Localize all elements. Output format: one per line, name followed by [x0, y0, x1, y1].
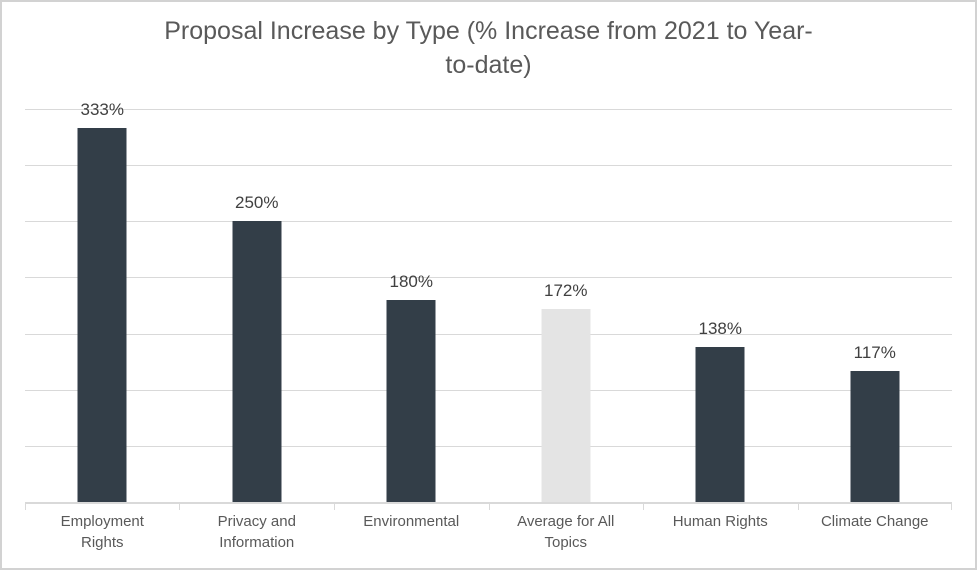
x-axis-tick: [333, 502, 335, 510]
x-axis-labels: Employment Rights Privacy and Information En…: [25, 511, 952, 553]
bar-value-label: 333%: [80, 100, 124, 119]
gridline-50: [25, 446, 952, 447]
bar: [232, 221, 282, 502]
bar: [541, 309, 591, 502]
x-axis-tick: [488, 502, 490, 510]
category-label: Climate Change: [820, 513, 929, 530]
category-label: Employment Rights: [60, 513, 144, 551]
gridline-150: [25, 334, 952, 335]
x-axis-tick: [951, 502, 952, 510]
bar-value-label: 172%: [544, 281, 588, 300]
bar-cell: 172%: [489, 109, 644, 502]
gridline-100: [25, 390, 952, 391]
chart-title-line-1: Proposal Increase by Type (% Increase fr…: [164, 17, 813, 45]
bar-cell: 138%: [643, 109, 798, 502]
bar: [386, 300, 436, 502]
bar-value-label: 138%: [698, 319, 742, 338]
gridline-250: [25, 221, 952, 222]
bar-cell: 250%: [180, 109, 335, 502]
category-label: Human Rights: [672, 513, 768, 530]
category-label: Average for All Topics: [517, 513, 615, 551]
x-axis-tick: [25, 502, 26, 510]
bar-value-label: 250%: [235, 193, 279, 212]
x-axis-tick: [797, 502, 799, 510]
bar: [77, 128, 127, 502]
gridline-300: [25, 165, 952, 166]
chart-title-line-2: to-date): [445, 51, 532, 79]
bar-cell: 180%: [334, 109, 489, 502]
x-axis-ticks: [25, 502, 952, 510]
x-axis-tick: [642, 502, 644, 510]
bar-cell: 333%: [25, 100, 180, 502]
category-label: Privacy and Information: [217, 513, 296, 551]
category-label: Environmental: [363, 513, 460, 530]
chart-title: Proposal Increase by Type (% Increase fr…: [42, 14, 935, 82]
gridline-200: [25, 277, 952, 278]
bar: [695, 347, 745, 502]
bar-value-label: 180%: [389, 272, 433, 291]
plot-area: 333% 250% 180% 172% 138% 117%: [25, 100, 953, 502]
bars-container: 333% 250% 180% 172% 138% 117%: [25, 100, 953, 502]
bar-value-label: 117%: [853, 343, 896, 362]
gridline-350: [25, 109, 952, 110]
bar-cell: 117%: [798, 109, 953, 502]
bar: [850, 371, 900, 502]
x-axis-tick: [179, 502, 181, 510]
